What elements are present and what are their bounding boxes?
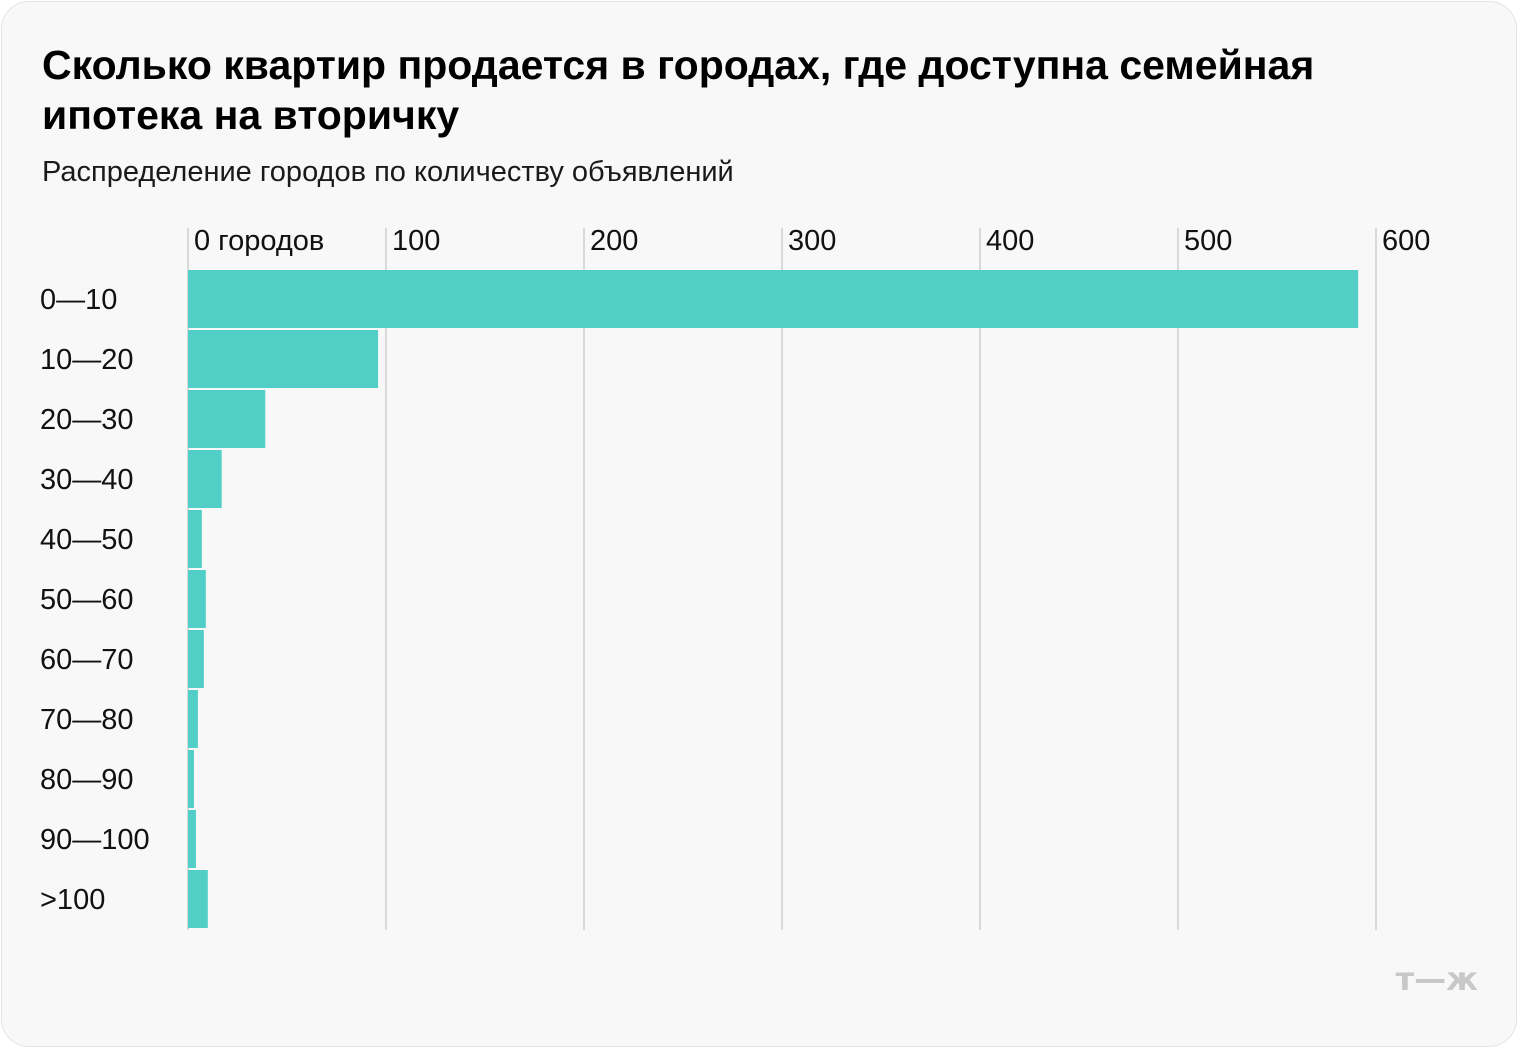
bar-80—90 — [188, 750, 194, 808]
chart-subtitle: Распределение городов по количеству объя… — [42, 156, 734, 188]
category-label: 60—70 — [40, 644, 134, 676]
chart-title: Сколько квартир продается в городах, где… — [42, 42, 1315, 138]
label-layer: 0 городов 100 200 300 400 500 600 0—10 10—20 20—3… — [40, 225, 1430, 916]
x-tick-label: 200 — [590, 225, 638, 257]
bar-50—60 — [188, 570, 206, 628]
bar-60—70 — [188, 630, 204, 688]
category-label: 80—90 — [40, 764, 134, 796]
category-label: 40—50 — [40, 524, 134, 556]
category-label: >100 — [40, 884, 105, 916]
x-tick-label: 400 — [986, 225, 1034, 257]
bar-10—20 — [188, 330, 379, 388]
bar-40—50 — [188, 510, 202, 568]
x-tick-label: 500 — [1184, 225, 1232, 257]
x-tick-label: 600 — [1382, 225, 1430, 257]
category-label: 30—40 — [40, 464, 134, 496]
bar-70—80 — [188, 690, 198, 748]
bar-layer — [188, 270, 1359, 928]
bar-0—10 — [188, 270, 1359, 328]
x-tick-label: 0 городов — [194, 225, 324, 257]
tj-logo: т—ж — [1360, 960, 1480, 1003]
logo-text: т—ж — [1396, 962, 1479, 998]
category-label: 50—60 — [40, 584, 134, 616]
category-label: 10—20 — [40, 344, 134, 376]
tj-logo-icon: т—ж — [1396, 960, 1479, 998]
category-label: 0—10 — [40, 284, 117, 316]
category-label: 90—100 — [40, 824, 150, 856]
bar->100 — [188, 870, 208, 928]
bar-90—100 — [188, 810, 196, 868]
x-tick-label: 100 — [392, 225, 440, 257]
bar-20—30 — [188, 390, 266, 448]
category-label: 70—80 — [40, 704, 134, 736]
x-tick-label: 300 — [788, 225, 836, 257]
bar-30—40 — [188, 450, 222, 508]
category-label: 20—30 — [40, 404, 134, 436]
